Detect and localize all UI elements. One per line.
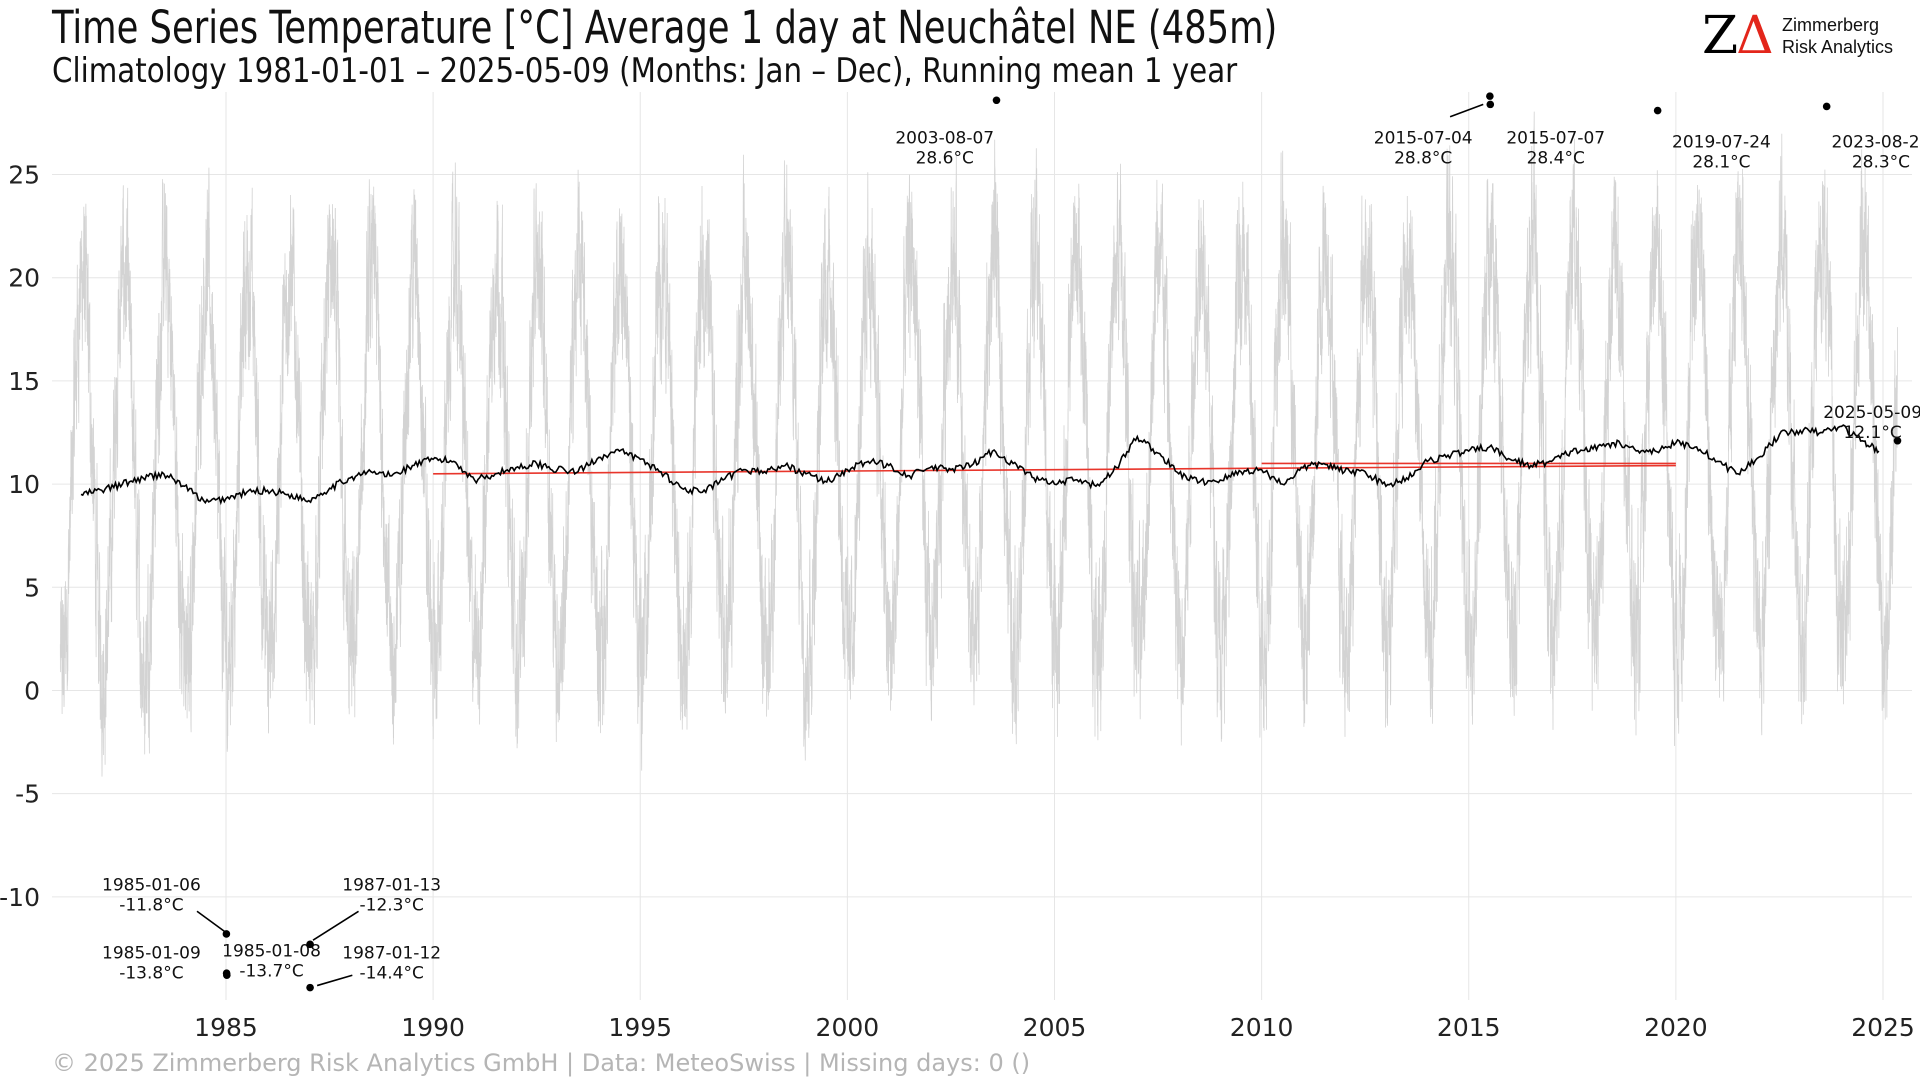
extreme-point: [1486, 92, 1494, 100]
chart-subtitle: Climatology 1981-01-01 – 2025-05-09 (Mon…: [52, 51, 1238, 91]
daily-temperature-line: [59, 111, 1898, 777]
extreme-annotation: 2023-08-2328.3°C: [1822, 102, 1920, 173]
chart-title: Time Series Temperature [°C] Average 1 d…: [52, 1, 1278, 54]
x-tick-label: 2020: [1644, 1013, 1708, 1042]
extreme-date-label: 1987-01-12: [342, 944, 441, 964]
x-tick-label: 2005: [1023, 1013, 1087, 1042]
extreme-value-label: -14.4°C: [360, 964, 424, 984]
extreme-point: [1486, 100, 1495, 109]
extreme-value-label: 28.3°C: [1852, 153, 1910, 173]
leader-line: [1449, 103, 1484, 118]
x-tick-label: 2000: [816, 1013, 880, 1042]
y-tick-label: -5: [15, 780, 40, 809]
extreme-date-label: 2023-08-23: [1832, 133, 1920, 153]
logo-mark: ZΔ: [1702, 6, 1774, 66]
extreme-value-label: -13.7°C: [239, 962, 303, 982]
extreme-point: [306, 983, 314, 992]
y-tick-label: 0: [24, 676, 40, 705]
extreme-point: [1653, 106, 1662, 115]
x-tick-label: 1995: [608, 1013, 672, 1042]
extreme-value-label: 28.8°C: [1394, 149, 1452, 169]
extreme-date-label: 2015-07-04: [1374, 129, 1473, 149]
extreme-point: [992, 96, 1001, 105]
extreme-date-label: 1987-01-13: [342, 876, 441, 896]
extreme-point: [1893, 436, 1902, 445]
leader-line: [312, 910, 359, 941]
extreme-value-label: -11.8°C: [119, 896, 183, 916]
extreme-date-label: 2019-07-24: [1672, 133, 1771, 153]
running-mean-series: [80, 424, 1880, 506]
company-logo: ZΔ Zimmerberg Risk Analytics: [1702, 8, 1902, 64]
x-tick-label: 2010: [1230, 1013, 1294, 1042]
logo-delta-icon: Δ: [1736, 6, 1774, 66]
extreme-date-label: 1985-01-08: [222, 942, 321, 962]
logo-line-1: Zimmerberg: [1782, 15, 1880, 35]
extreme-point: [222, 969, 231, 977]
extreme-date-label: 1985-01-06: [102, 876, 201, 896]
extreme-annotations: 2003-08-0728.6°C2015-07-0428.8°C2015-07-…: [102, 92, 1920, 992]
x-tick-label: 1990: [401, 1013, 465, 1042]
extreme-value-label: -13.8°C: [119, 964, 183, 984]
y-tick-label: -10: [0, 883, 40, 912]
y-tick-label: 15: [8, 367, 40, 396]
extreme-annotation: 1985-01-06-11.8°C: [102, 876, 231, 938]
extreme-annotation: 1987-01-12-14.4°C: [306, 944, 441, 992]
daily-series: [59, 111, 1898, 777]
extreme-annotation: 1985-01-09-13.8°C: [102, 944, 231, 984]
x-tick-label: 2025: [1851, 1013, 1915, 1042]
extreme-point: [306, 940, 314, 949]
extreme-value-label: 28.4°C: [1527, 149, 1585, 169]
x-tick-label: 2015: [1437, 1013, 1501, 1042]
y-tick-label: 10: [8, 470, 40, 499]
running-mean-line: [80, 424, 1880, 506]
y-axis-ticks: -10 -5 0 5 10 15 20 25: [0, 161, 40, 912]
extreme-annotation: 1985-01-08-13.7°C: [222, 942, 321, 982]
logo-letter: Z: [1702, 6, 1738, 66]
logo-line-2: Risk Analytics: [1782, 37, 1894, 57]
y-tick-label: 20: [8, 264, 40, 293]
extreme-value-label: 28.6°C: [916, 149, 974, 169]
y-tick-label: 25: [8, 161, 40, 190]
x-tick-label: 1985: [194, 1013, 258, 1042]
x-axis-ticks: 1985 1990 1995 2000 2005 2010 2015 2020 2025: [194, 1013, 1915, 1042]
extreme-value-label: -12.3°C: [360, 896, 424, 916]
leader-line: [316, 974, 353, 987]
extreme-value-label: 28.1°C: [1692, 153, 1750, 173]
climate-normal-line: [433, 464, 1676, 475]
extreme-date-label: 2025-05-09: [1823, 403, 1920, 423]
extreme-value-label: 12.1°C: [1844, 423, 1902, 443]
extreme-date-label: 2003-08-07: [895, 129, 994, 149]
extreme-annotation: 1987-01-13-12.3°C: [306, 876, 441, 949]
extreme-date-label: 1985-01-09: [102, 944, 201, 964]
extreme-date-label: 2015-07-07: [1506, 129, 1605, 149]
extreme-point: [1822, 102, 1831, 111]
footer-credits: © 2025 Zimmerberg Risk Analytics GmbH | …: [52, 1049, 1031, 1077]
leader-line: [196, 910, 226, 933]
y-tick-label: 5: [24, 573, 40, 602]
logo-text: Zimmerberg Risk Analytics: [1782, 14, 1893, 58]
